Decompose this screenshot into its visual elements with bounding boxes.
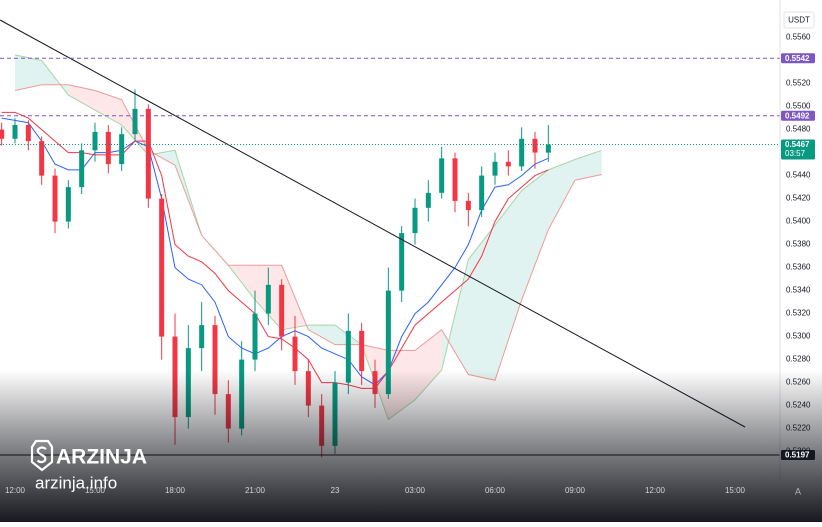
candle-body (65, 187, 71, 222)
y-tick-label: 0.5320 (786, 309, 811, 318)
x-tick-label: 15:00 (725, 486, 746, 495)
candle-body (252, 313, 258, 360)
cloud-segment (521, 169, 549, 300)
y-tick-label: 0.5480 (786, 125, 811, 134)
candle-body (52, 175, 58, 222)
logo-shield (30, 439, 54, 472)
watermark-brand: ARZINJA (56, 446, 147, 469)
x-tick-label: 23 (331, 486, 340, 495)
price-line-badge (781, 450, 815, 461)
candle-body (132, 108, 138, 135)
trend-line (0, 19, 746, 428)
price-line-badge (781, 53, 815, 64)
candle-body (25, 125, 31, 142)
candle-body (39, 141, 45, 176)
candle-body (92, 131, 98, 151)
x-tick-label: 09:00 (565, 486, 586, 495)
candle-body (345, 330, 351, 383)
candle-body (145, 108, 151, 199)
cloud-segment (575, 150, 602, 181)
candle-body (399, 233, 405, 291)
x-tick-label: 21:00 (245, 486, 266, 495)
y-tick-label: 0.5420 (786, 194, 811, 203)
time-axis: 12:00 15:00 18:00 21:00 23 03:00 06:00 09:00 12:… (5, 486, 746, 495)
candle-body (492, 161, 498, 176)
cloud-span-a (14, 54, 602, 421)
candle-body (12, 125, 18, 139)
indicator-line (1, 111, 549, 389)
y-tick-label: 0.5520 (786, 79, 811, 88)
cloud-span-b (14, 84, 602, 381)
currency-label: USDT (788, 16, 810, 25)
candle-body (279, 284, 285, 337)
candle-body (359, 330, 365, 372)
cloud-segment (68, 84, 95, 111)
indicator-line (1, 117, 549, 386)
bottom-shade (0, 370, 822, 522)
candle-body (159, 198, 165, 337)
watermark-url: arzinja.info (35, 473, 117, 492)
candle-body (119, 134, 125, 165)
cloud-segment (548, 159, 575, 230)
y-tick-label: 0.5560 (786, 33, 811, 42)
price-line-badge (781, 110, 815, 121)
cloud-segment (308, 325, 335, 345)
candle-body (212, 325, 218, 395)
y-tick-label: 0.5300 (786, 332, 811, 341)
candle-body (545, 144, 551, 153)
candle-body (425, 192, 431, 208)
price-line-badge (781, 139, 815, 160)
candle-body (79, 150, 85, 188)
candle-body (199, 325, 205, 349)
y-tick-label: 0.5340 (786, 286, 811, 295)
price-line-label: 0.5197 (785, 451, 810, 460)
y-tick-label: 0.5400 (786, 217, 811, 226)
candle-body (532, 138, 538, 153)
x-tick-label: 06:00 (485, 486, 506, 495)
candle-body (479, 175, 485, 211)
candle-body (0, 129, 5, 139)
cloud-segment (95, 90, 122, 125)
cloud-segment (15, 54, 42, 91)
candle-body (465, 200, 471, 211)
x-tick-label: 12:00 (645, 486, 666, 495)
y-tick-label: 0.5360 (786, 263, 811, 272)
y-tick-label: 0.5280 (786, 355, 811, 364)
candle-body (519, 138, 525, 167)
x-tick-label: 12:00 (5, 486, 26, 495)
price-line-label: 0.5542 (785, 54, 810, 63)
price-line-label: 0.5467 (785, 140, 810, 149)
plot-area (0, 54, 602, 458)
candle-body (505, 161, 511, 167)
auto-scale-button[interactable]: A (795, 486, 801, 496)
y-tick-label: 0.5440 (786, 171, 811, 180)
logo-mark (36, 446, 47, 464)
countdown-label: 03:57 (785, 149, 806, 158)
watermark-logo (30, 439, 54, 472)
x-tick-label: 03:00 (405, 486, 426, 495)
x-tick-label: 18:00 (165, 486, 186, 495)
candle-body (105, 131, 111, 165)
candle-body (452, 158, 458, 201)
cloud-segment (495, 190, 522, 381)
x-tick-label: 15:00 (85, 486, 106, 495)
candle-body (412, 207, 418, 234)
candle-body (292, 336, 298, 372)
y-tick-label: 0.5380 (786, 240, 811, 249)
candle-body (265, 284, 271, 314)
price-line-label: 0.5492 (785, 111, 810, 120)
candle-body (385, 290, 391, 395)
y-tick-label: 0.5500 (786, 102, 811, 111)
currency-box (783, 11, 815, 29)
candle-body (439, 158, 445, 193)
cloud-segment (468, 225, 495, 381)
